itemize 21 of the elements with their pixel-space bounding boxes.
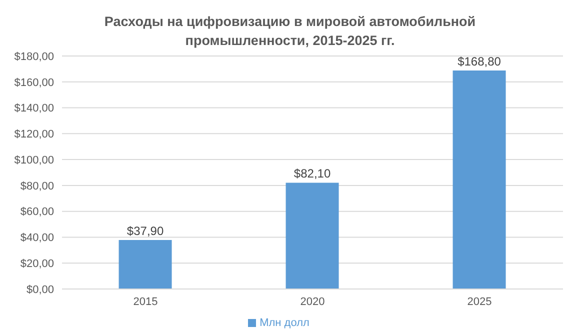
- x-tick-label: 2025: [467, 296, 492, 308]
- chart-title: Расходы на цифровизацию в мировой автомобильной промышленности, 2015-2025 гг.: [103, 13, 477, 50]
- bar: [286, 182, 339, 289]
- y-tick-label: $80,00: [20, 180, 54, 192]
- y-tick-label: $140,00: [14, 102, 54, 115]
- x-tick-label: 2020: [300, 296, 325, 308]
- data-label: $37,90: [126, 224, 164, 238]
- y-tick-label: $160,00: [14, 76, 54, 89]
- data-label: $82,10: [294, 166, 331, 181]
- y-tick-label: $20,00: [20, 258, 54, 270]
- bar: [118, 240, 172, 289]
- y-tick-label: $180,00: [14, 50, 54, 63]
- legend-label: Млн долл: [260, 317, 310, 329]
- y-tick-label: $60,00: [20, 206, 54, 218]
- y-tick-label: $40,00: [20, 232, 54, 244]
- y-tick-label: $120,00: [14, 128, 54, 141]
- bar: [452, 70, 506, 289]
- data-label: $168,80: [458, 54, 502, 68]
- x-tick-label: 2015: [133, 296, 158, 308]
- y-tick-label: $100,00: [14, 154, 54, 166]
- y-tick-label: $0,00: [26, 284, 54, 296]
